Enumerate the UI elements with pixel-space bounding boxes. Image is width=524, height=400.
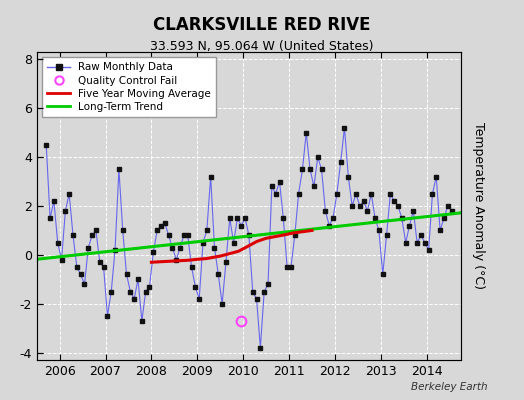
Text: 33.593 N, 95.064 W (United States): 33.593 N, 95.064 W (United States) [150,40,374,53]
Text: CLARKSVILLE RED RIVE: CLARKSVILLE RED RIVE [153,16,371,34]
Text: Berkeley Earth: Berkeley Earth [411,382,487,392]
Y-axis label: Temperature Anomaly (°C): Temperature Anomaly (°C) [472,122,485,290]
Legend: Raw Monthly Data, Quality Control Fail, Five Year Moving Average, Long-Term Tren: Raw Monthly Data, Quality Control Fail, … [42,57,216,117]
